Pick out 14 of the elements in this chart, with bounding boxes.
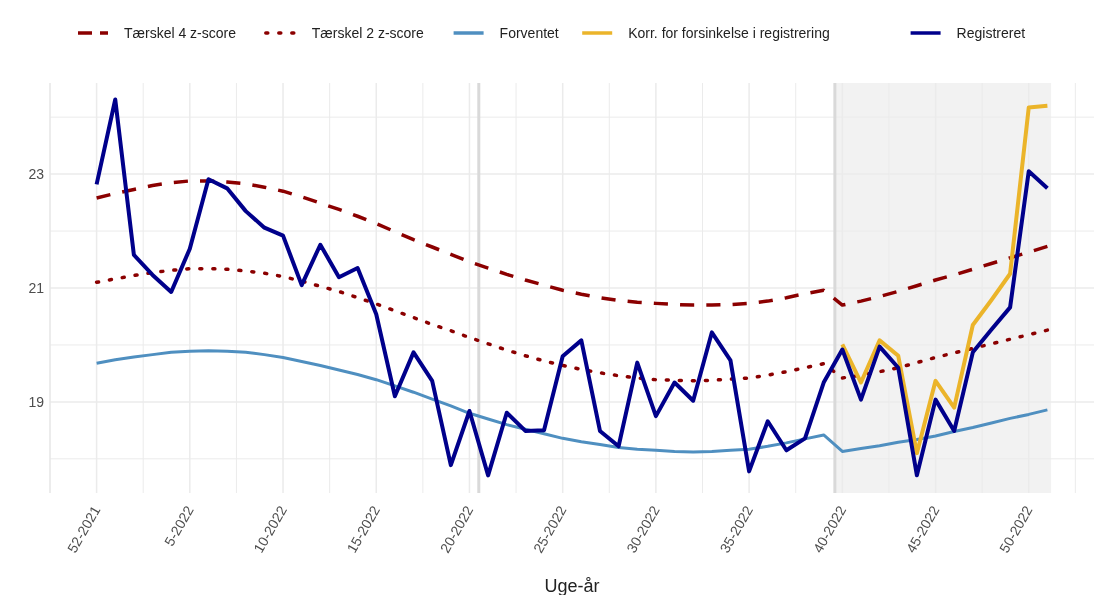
legend-label: Tærskel 2 z-score [311, 24, 425, 41]
line-series [94, 97, 1050, 478]
x-axis-title: Uge-år [544, 576, 600, 595]
line-series [95, 349, 1049, 454]
line-series [94, 266, 1050, 383]
line-series [94, 179, 1050, 307]
legend-label: Forventet [499, 24, 559, 41]
y-tick-label: 23 [28, 166, 45, 183]
line-series [840, 103, 1050, 456]
legend-label: Tærskel 4 z-score [124, 24, 237, 41]
legend-label: Registreret [956, 24, 1026, 41]
legend-label: Korr. for forsinkelse i registrering [628, 24, 830, 41]
y-tick-label: 21 [28, 279, 45, 296]
y-tick-label: 19 [28, 393, 45, 410]
